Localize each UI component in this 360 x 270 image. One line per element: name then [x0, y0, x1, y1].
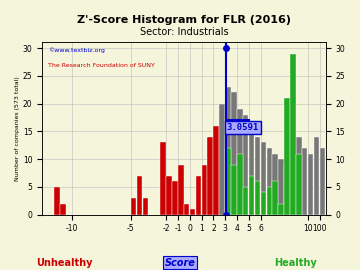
- Bar: [190, 209, 195, 215]
- Bar: [308, 154, 313, 215]
- Bar: [296, 137, 302, 215]
- Text: 3.0591: 3.0591: [227, 123, 259, 132]
- Bar: [314, 137, 319, 215]
- Bar: [261, 193, 266, 215]
- Bar: [255, 137, 260, 215]
- Bar: [137, 176, 142, 215]
- Bar: [225, 148, 231, 215]
- Bar: [207, 137, 213, 215]
- Bar: [284, 98, 290, 215]
- Bar: [249, 176, 255, 215]
- Title: Z'-Score Histogram for FLR (2016): Z'-Score Histogram for FLR (2016): [77, 15, 291, 25]
- Bar: [54, 187, 60, 215]
- Bar: [290, 53, 296, 215]
- Bar: [278, 159, 284, 215]
- Bar: [160, 143, 166, 215]
- Bar: [219, 104, 225, 215]
- Bar: [296, 154, 302, 215]
- Bar: [225, 87, 231, 215]
- Bar: [278, 204, 284, 215]
- Bar: [143, 198, 148, 215]
- Bar: [231, 92, 237, 215]
- Bar: [266, 148, 272, 215]
- Bar: [213, 126, 219, 215]
- Bar: [273, 154, 278, 215]
- Bar: [196, 176, 201, 215]
- Bar: [261, 143, 266, 215]
- Bar: [60, 204, 66, 215]
- Bar: [172, 181, 177, 215]
- Bar: [273, 181, 278, 215]
- Bar: [243, 115, 248, 215]
- Bar: [284, 165, 290, 215]
- Bar: [237, 154, 243, 215]
- Text: ©www.textbiz.org: ©www.textbiz.org: [48, 48, 105, 53]
- Y-axis label: Number of companies (573 total): Number of companies (573 total): [15, 76, 20, 181]
- Bar: [184, 204, 189, 215]
- Bar: [202, 165, 207, 215]
- Bar: [231, 165, 237, 215]
- Bar: [302, 148, 307, 215]
- Bar: [131, 198, 136, 215]
- Bar: [166, 176, 172, 215]
- Text: Healthy: Healthy: [274, 258, 316, 268]
- Bar: [243, 187, 248, 215]
- Text: Score: Score: [165, 258, 195, 268]
- Bar: [266, 187, 272, 215]
- Bar: [320, 148, 325, 215]
- Bar: [249, 126, 255, 215]
- Text: Sector: Industrials: Sector: Industrials: [140, 27, 228, 37]
- Bar: [237, 109, 243, 215]
- Bar: [178, 165, 184, 215]
- Text: Unhealthy: Unhealthy: [37, 258, 93, 268]
- Bar: [290, 143, 296, 215]
- Text: The Research Foundation of SUNY: The Research Foundation of SUNY: [48, 63, 155, 68]
- Bar: [255, 181, 260, 215]
